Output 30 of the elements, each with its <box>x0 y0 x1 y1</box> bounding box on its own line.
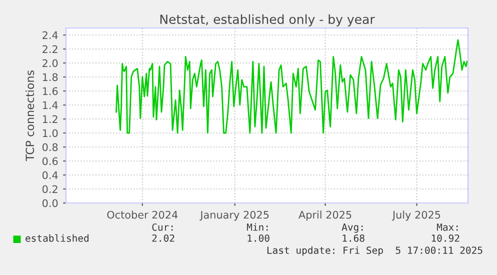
y-tick-label: 2.4 <box>42 31 58 39</box>
y-tick-label: 0.0 <box>42 199 58 208</box>
y-tick-label: 2.0 <box>42 59 58 68</box>
y-tick-label: 1.4 <box>42 101 58 109</box>
y-tick-label: 0.8 <box>42 143 58 152</box>
text: 1.00 <box>248 234 270 242</box>
text: 2.02 <box>152 234 174 242</box>
x-tick-label: April 2025 <box>298 210 352 221</box>
y-tick-label: 0.2 <box>42 185 58 194</box>
y-tick-label: 1.8 <box>42 73 58 82</box>
text: 1.68 <box>342 234 364 242</box>
y-tick-label: 0.4 <box>42 171 58 180</box>
text: Avg: <box>342 224 363 233</box>
y-tick-label: 1.0 <box>42 129 58 138</box>
chart-title: Netstat, established only - by year <box>160 14 375 26</box>
x-tick-label: January 2025 <box>200 210 269 221</box>
text: Max: <box>436 224 458 231</box>
y-tick-label: 2.2 <box>42 45 58 53</box>
y-axis-title: TCP connections <box>25 70 34 162</box>
text: 10.92 <box>432 234 460 242</box>
y-tick-label: 1.6 <box>42 87 58 96</box>
text: Min: <box>246 223 268 231</box>
y-tick-label: 1.2 <box>42 115 58 123</box>
legend-label: established <box>26 234 88 242</box>
text: Last update: Fri Sep 5 17:00:11 2025 <box>267 246 482 256</box>
line-series <box>116 39 468 134</box>
y-tick-label: 0.6 <box>42 157 58 166</box>
x-tick-label: July 2025 <box>392 210 440 221</box>
text: Cur: <box>152 223 173 231</box>
x-tick-label: October 2024 <box>107 210 178 219</box>
